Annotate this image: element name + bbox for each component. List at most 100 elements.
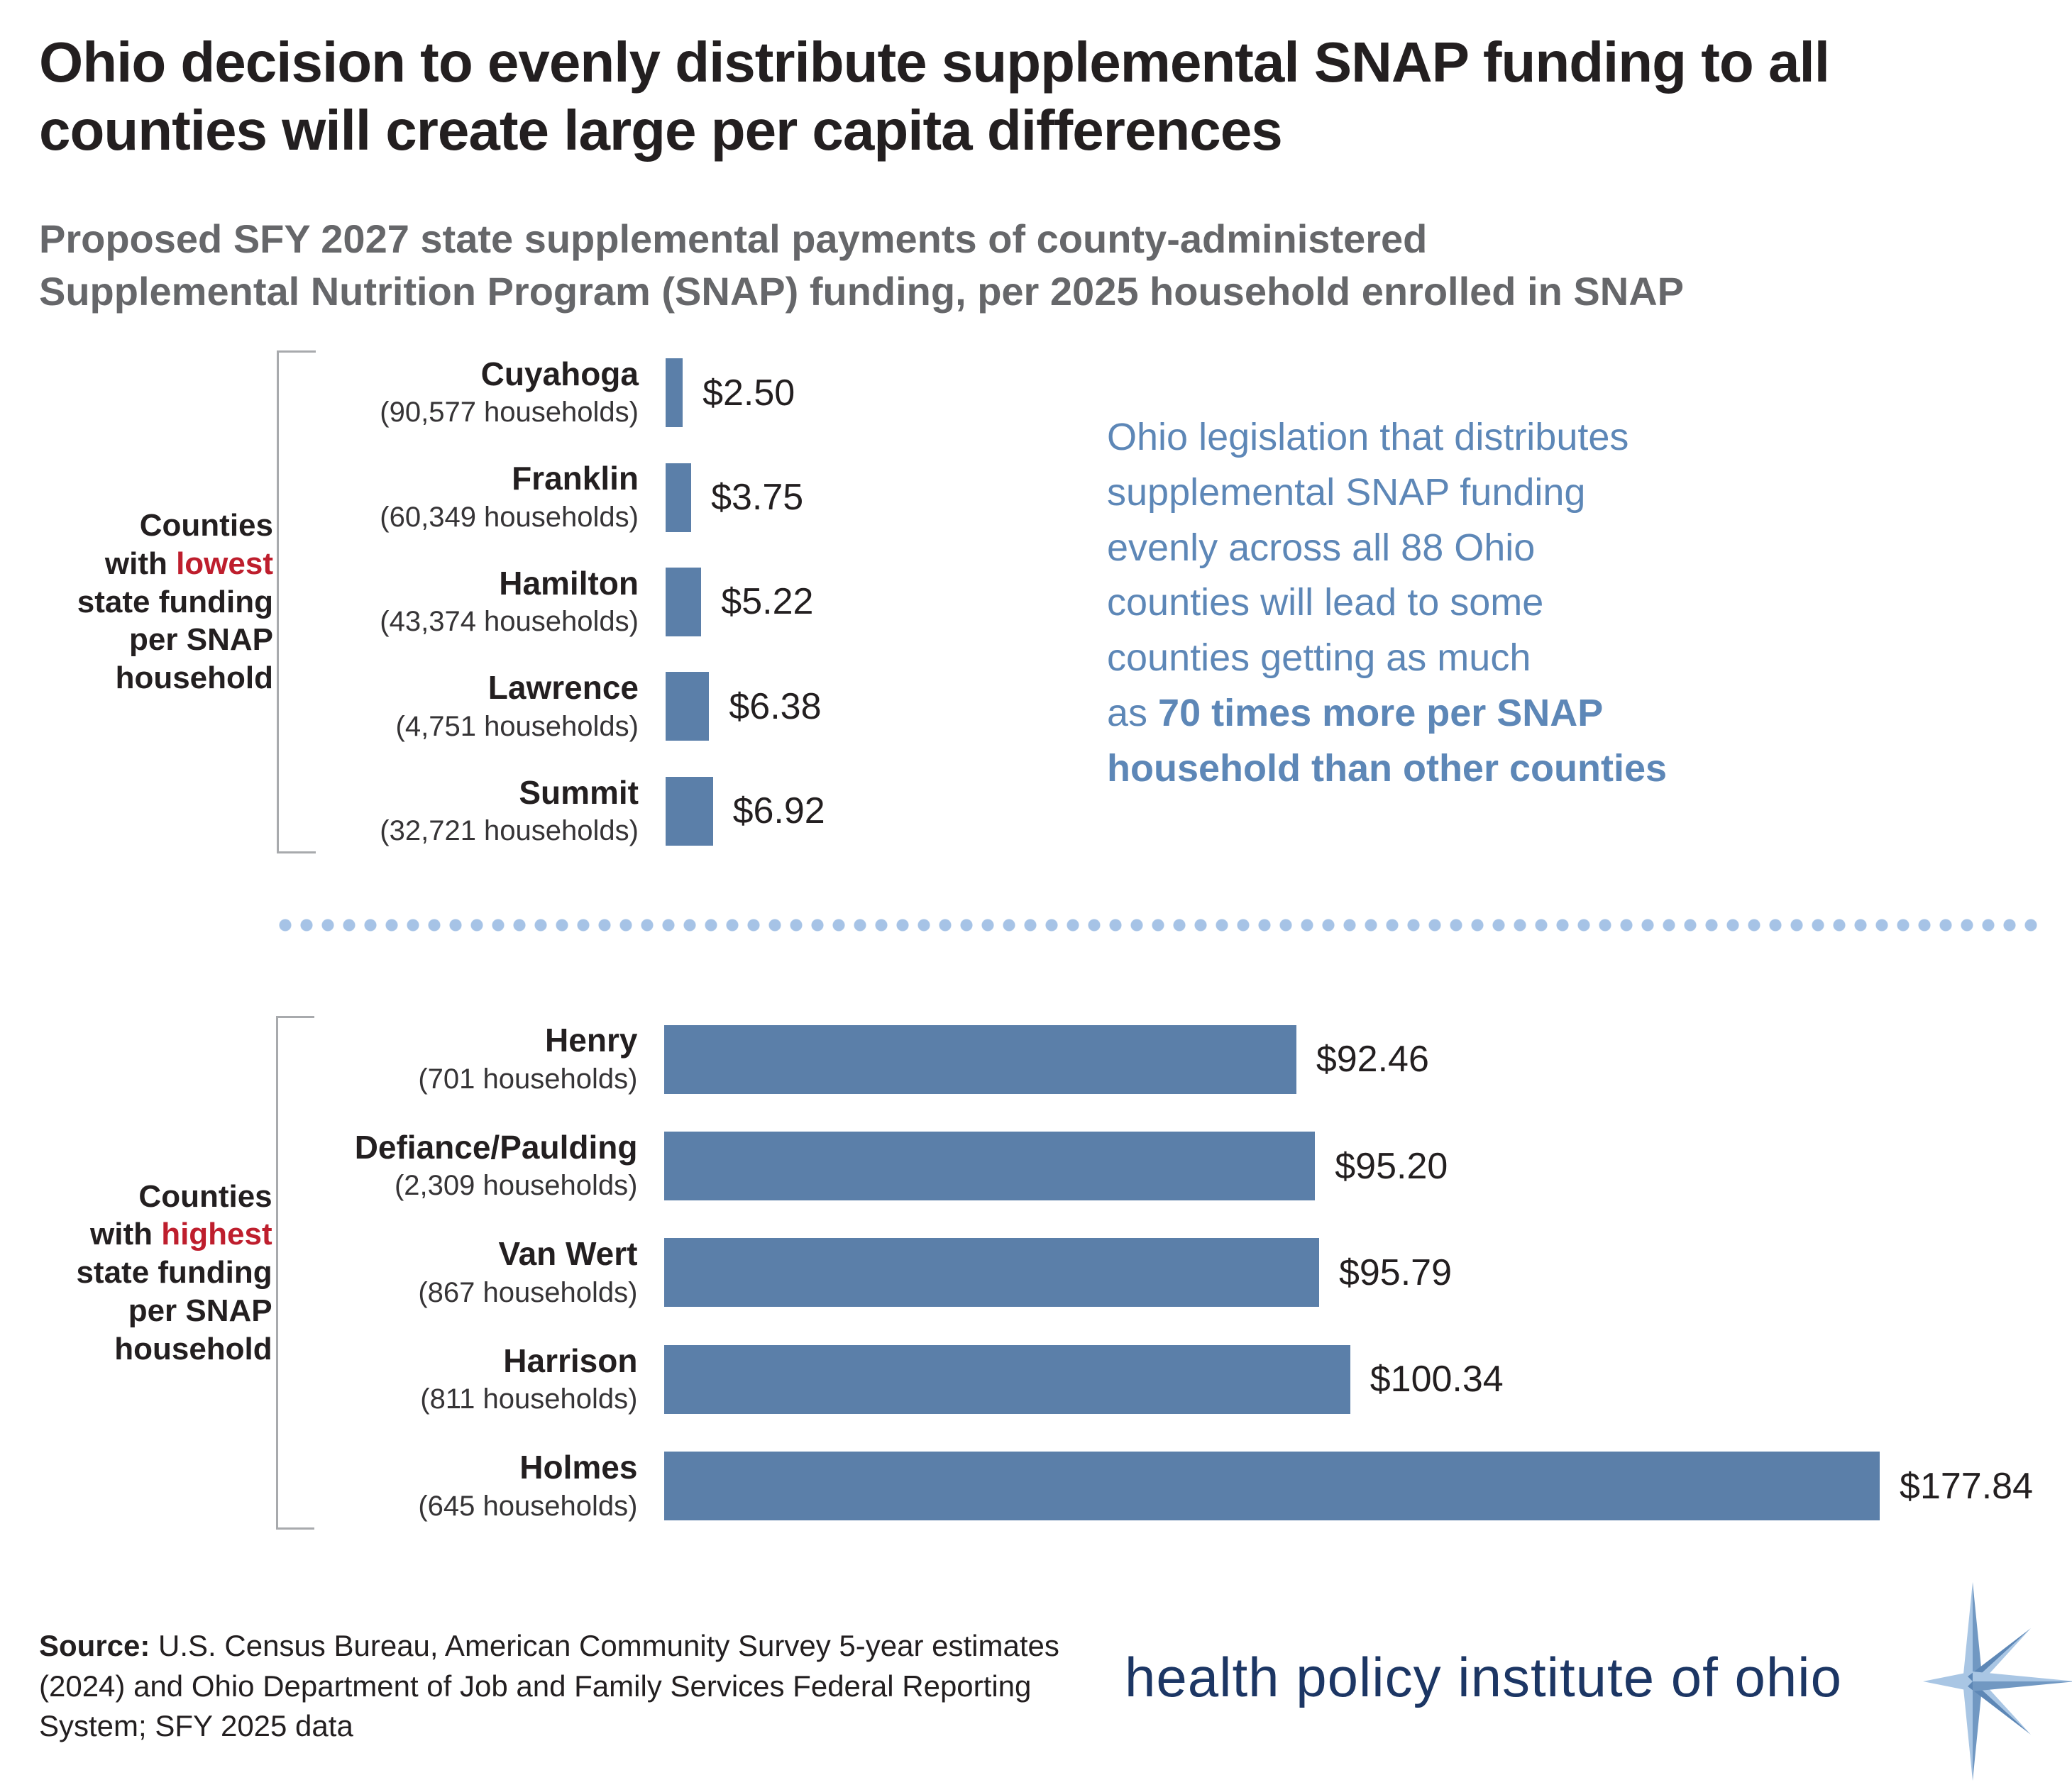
value-bar [664,1452,1880,1521]
county-name: Cuyahoga [480,355,639,392]
page-subtitle: Proposed SFY 2027 state supplemental pay… [39,213,1684,319]
side-label-line: Counties [139,508,273,543]
key-finding-annotation: Ohio legislation that distributes supple… [1107,410,1888,796]
row-label: Holmes (645 households) [314,1449,664,1523]
chart-group-highest: Counties with highest state funding per … [39,1006,2033,1540]
bar-row: Holmes (645 households) $177.84 [314,1433,2033,1540]
county-name: Van Wert [498,1235,638,1273]
side-label-line: Counties [138,1178,272,1214]
group-bracket [275,1016,315,1530]
value-label: $3.75 [711,477,804,519]
compass-star-icon [1923,1582,2072,1781]
annotation-line: counties getting as much [1107,636,1531,679]
group-bracket [277,350,316,853]
value-bar [666,776,713,846]
side-label-line: per SNAP [129,622,273,658]
county-name: Summit [519,773,639,811]
bar-row: Van Wert (867 households) $95.79 [314,1220,2033,1326]
row-label: Van Wert (867 households) [314,1236,664,1310]
household-count: (32,721 households) [380,815,639,847]
row-label: Lawrence (4,751 households) [316,670,666,744]
household-count: (811 households) [420,1383,638,1415]
value-label: $95.20 [1335,1145,1448,1187]
source-label: Source: [39,1629,150,1662]
row-label: Henry (701 households) [314,1022,664,1096]
group-lowest-side-label: Counties with lowest state funding per S… [39,507,273,697]
value-bar [666,567,702,636]
value-label: $6.92 [732,790,825,832]
annotation-line: evenly across all 88 Ohio [1107,526,1536,569]
annotation-line: Ohio legislation that distributes [1107,416,1629,458]
value-bar [664,1238,1319,1308]
side-label-line: with lowest [39,545,273,583]
row-label: Hamilton (43,374 households) [316,565,666,639]
value-bar [666,358,683,428]
county-name: Harrison [503,1342,638,1379]
value-label: $95.79 [1338,1251,1452,1293]
bar-row: Franklin (60,349 households) $3.75 [316,445,2033,549]
bar-row: Harrison (811 households) $100.34 [314,1326,2033,1432]
value-bar [664,1132,1316,1201]
chart-group-lowest: Counties with lowest state funding per S… [39,341,2033,863]
side-label-line: state funding [76,1255,272,1291]
group-highest-side-label: Counties with highest state funding per … [39,1178,272,1368]
source-text: U.S. Census Bureau, American Community S… [39,1629,1059,1743]
annotation-line: as 70 times more per SNAP [1107,691,1604,734]
county-name: Henry [545,1022,638,1059]
group-highest-rows: Henry (701 households) $92.46 Defiance/P… [314,1006,2033,1540]
source-note: Source: U.S. Census Bureau, American Com… [39,1626,1103,1747]
value-label: $6.38 [729,685,822,727]
row-label: Defiance/Paulding (2,309 households) [314,1129,664,1203]
side-label-line: household [114,1331,272,1366]
value-label: $5.22 [721,581,814,623]
county-name: Holmes [519,1449,638,1486]
dotted-divider [277,917,2044,934]
value-label: $100.34 [1370,1359,1504,1400]
household-count: (867 households) [418,1276,638,1308]
county-name: Lawrence [487,669,639,707]
side-label-line: state funding [77,584,273,619]
side-label-line: household [115,661,273,695]
side-label-line: per SNAP [128,1293,272,1328]
accent-word-highest: highest [161,1217,272,1252]
household-count: (43,374 households) [380,606,639,638]
side-label-text: with [104,546,177,581]
annotation-line: counties will lead to some [1107,581,1544,624]
bar-row: Defiance/Paulding (2,309 households) $95… [314,1112,2033,1219]
county-name: Franklin [512,460,639,497]
county-name: Defiance/Paulding [354,1128,638,1166]
row-label: Franklin (60,349 households) [316,460,666,534]
annotation-line: household than other counties [1107,746,1668,790]
value-bar [664,1344,1350,1414]
page-title: Ohio decision to evenly distribute suppl… [39,28,1830,165]
household-count: (4,751 households) [395,710,639,742]
household-count: (90,577 households) [380,397,639,429]
household-count: (2,309 households) [394,1170,638,1202]
side-label-text: with [90,1217,162,1252]
value-label: $92.46 [1316,1039,1429,1081]
page-subtitle-line1: Proposed SFY 2027 state supplemental pay… [39,216,1428,261]
bar-row: Henry (701 households) $92.46 [314,1006,2033,1112]
page-title-line2: counties will create large per capita di… [39,99,1283,162]
page-title-line1: Ohio decision to evenly distribute suppl… [39,31,1830,94]
accent-word-lowest: lowest [176,546,273,581]
bar-row: Hamilton (43,374 households) $5.22 [316,550,2033,654]
bar-row: Summit (32,721 households) $6.92 [316,759,2033,863]
row-label: Harrison (811 households) [314,1342,664,1417]
value-label: $177.84 [1900,1465,2033,1507]
bar-row: Cuyahoga (90,577 households) $2.50 [316,341,2033,445]
county-name: Hamilton [499,564,639,602]
household-count: (60,349 households) [380,501,639,533]
row-label: Cuyahoga (90,577 households) [316,355,666,430]
household-count: (701 households) [418,1063,638,1095]
hpio-logo-text: health policy institute of ohio [1125,1646,1842,1708]
value-bar [666,672,710,741]
row-label: Summit (32,721 households) [316,773,666,849]
group-lowest-rows: Cuyahoga (90,577 households) $2.50 Frank… [316,341,2033,863]
household-count: (645 households) [418,1490,638,1522]
value-bar [666,463,692,532]
bar-row: Lawrence (4,751 households) $6.38 [316,654,2033,758]
annotation-line: supplemental SNAP funding [1107,470,1586,514]
value-label: $2.50 [702,372,795,414]
